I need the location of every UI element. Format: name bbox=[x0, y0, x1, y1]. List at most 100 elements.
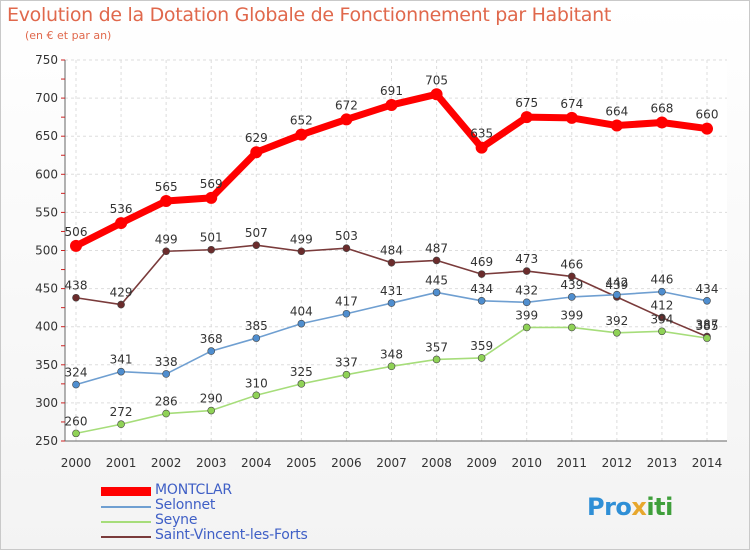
data-point bbox=[295, 128, 308, 141]
data-label: 310 bbox=[245, 376, 268, 390]
logo-text-x: x bbox=[631, 493, 647, 521]
data-point bbox=[387, 299, 396, 307]
data-point bbox=[115, 217, 128, 230]
data-point bbox=[701, 122, 713, 135]
data-label: 484 bbox=[380, 244, 403, 258]
data-point bbox=[72, 429, 80, 438]
data-point bbox=[117, 367, 125, 376]
data-point bbox=[475, 141, 488, 154]
data-point bbox=[477, 354, 486, 362]
data-point bbox=[430, 88, 443, 101]
data-point bbox=[205, 191, 218, 204]
data-point bbox=[162, 247, 170, 256]
data-point bbox=[342, 370, 351, 379]
data-point bbox=[522, 298, 531, 307]
data-label: 399 bbox=[515, 308, 538, 322]
y-tick-label: 600 bbox=[35, 167, 58, 181]
y-tick-label: 750 bbox=[35, 53, 58, 67]
data-point bbox=[703, 334, 711, 342]
data-label: 399 bbox=[560, 308, 583, 322]
data-label: 439 bbox=[560, 278, 583, 292]
data-label: 429 bbox=[110, 286, 133, 300]
x-tick-label: 2000 bbox=[61, 456, 92, 470]
data-label: 392 bbox=[605, 314, 628, 328]
x-tick-label: 2010 bbox=[511, 456, 542, 470]
y-tick-label: 250 bbox=[35, 434, 58, 448]
x-tick-label: 2004 bbox=[241, 456, 272, 470]
y-tick-label: 500 bbox=[35, 244, 58, 258]
data-label: 691 bbox=[380, 84, 403, 98]
x-tick-label: 2013 bbox=[647, 456, 678, 470]
chart-title: Evolution de la Dotation Globale de Fonc… bbox=[7, 4, 612, 26]
data-label: 394 bbox=[650, 312, 673, 326]
data-label: 569 bbox=[200, 177, 223, 191]
data-label: 338 bbox=[155, 355, 178, 369]
legend-label: Seyne bbox=[155, 512, 198, 528]
data-point bbox=[387, 362, 396, 371]
data-label: 325 bbox=[290, 365, 313, 379]
data-point bbox=[477, 270, 486, 278]
data-point bbox=[70, 239, 82, 252]
data-point bbox=[567, 293, 576, 301]
data-point bbox=[342, 309, 351, 318]
data-point bbox=[610, 119, 623, 132]
data-point bbox=[658, 327, 666, 336]
data-label: 272 bbox=[110, 405, 133, 419]
data-point bbox=[72, 293, 80, 302]
data-point bbox=[613, 328, 621, 337]
data-point bbox=[655, 116, 668, 129]
x-tick-label: 2006 bbox=[331, 456, 362, 470]
data-label: 324 bbox=[65, 366, 88, 380]
data-label: 404 bbox=[290, 305, 313, 319]
data-label: 368 bbox=[200, 332, 223, 346]
data-label: 412 bbox=[650, 299, 673, 313]
data-label: 341 bbox=[110, 353, 133, 367]
data-point bbox=[385, 98, 398, 111]
x-tick-label: 2005 bbox=[286, 456, 317, 470]
data-point bbox=[520, 111, 533, 124]
data-point bbox=[160, 194, 173, 207]
data-point bbox=[207, 245, 216, 254]
data-point bbox=[432, 288, 441, 297]
data-point bbox=[565, 111, 578, 124]
data-label: 660 bbox=[696, 108, 719, 122]
data-point bbox=[72, 380, 80, 389]
y-tick-label: 700 bbox=[35, 91, 58, 105]
data-label: 438 bbox=[65, 279, 88, 293]
data-label: 286 bbox=[155, 395, 178, 409]
data-point bbox=[162, 370, 170, 378]
data-label: 705 bbox=[425, 73, 448, 87]
x-tick-label: 2008 bbox=[421, 456, 452, 470]
data-label: 674 bbox=[560, 97, 583, 111]
data-label: 434 bbox=[470, 282, 493, 296]
data-label: 487 bbox=[425, 241, 448, 255]
data-point bbox=[162, 409, 170, 418]
data-point bbox=[297, 380, 306, 388]
data-label: 668 bbox=[650, 101, 673, 115]
legend-label: MONTCLAR bbox=[155, 482, 232, 498]
legend-swatch bbox=[101, 506, 151, 508]
x-tick-label: 2002 bbox=[151, 456, 182, 470]
data-label: 439 bbox=[605, 278, 628, 292]
data-label: 506 bbox=[65, 225, 88, 239]
data-label: 664 bbox=[605, 105, 628, 119]
data-point bbox=[297, 247, 306, 256]
data-label: 417 bbox=[335, 295, 358, 309]
legend-label: Selonnet bbox=[155, 497, 216, 513]
data-point bbox=[342, 244, 351, 253]
data-label: 565 bbox=[155, 180, 178, 194]
y-tick-label: 400 bbox=[35, 320, 58, 334]
data-point bbox=[207, 406, 216, 415]
data-point bbox=[432, 355, 441, 364]
chart-subtitle: (en € et par an) bbox=[25, 29, 112, 42]
data-point bbox=[207, 347, 216, 355]
data-label: 536 bbox=[110, 202, 133, 216]
legend-swatch bbox=[101, 521, 151, 523]
legend-swatch bbox=[101, 536, 151, 538]
y-tick-label: 450 bbox=[35, 282, 58, 296]
data-label: 385 bbox=[245, 319, 268, 333]
data-label: 473 bbox=[515, 252, 538, 266]
data-point bbox=[522, 323, 531, 332]
